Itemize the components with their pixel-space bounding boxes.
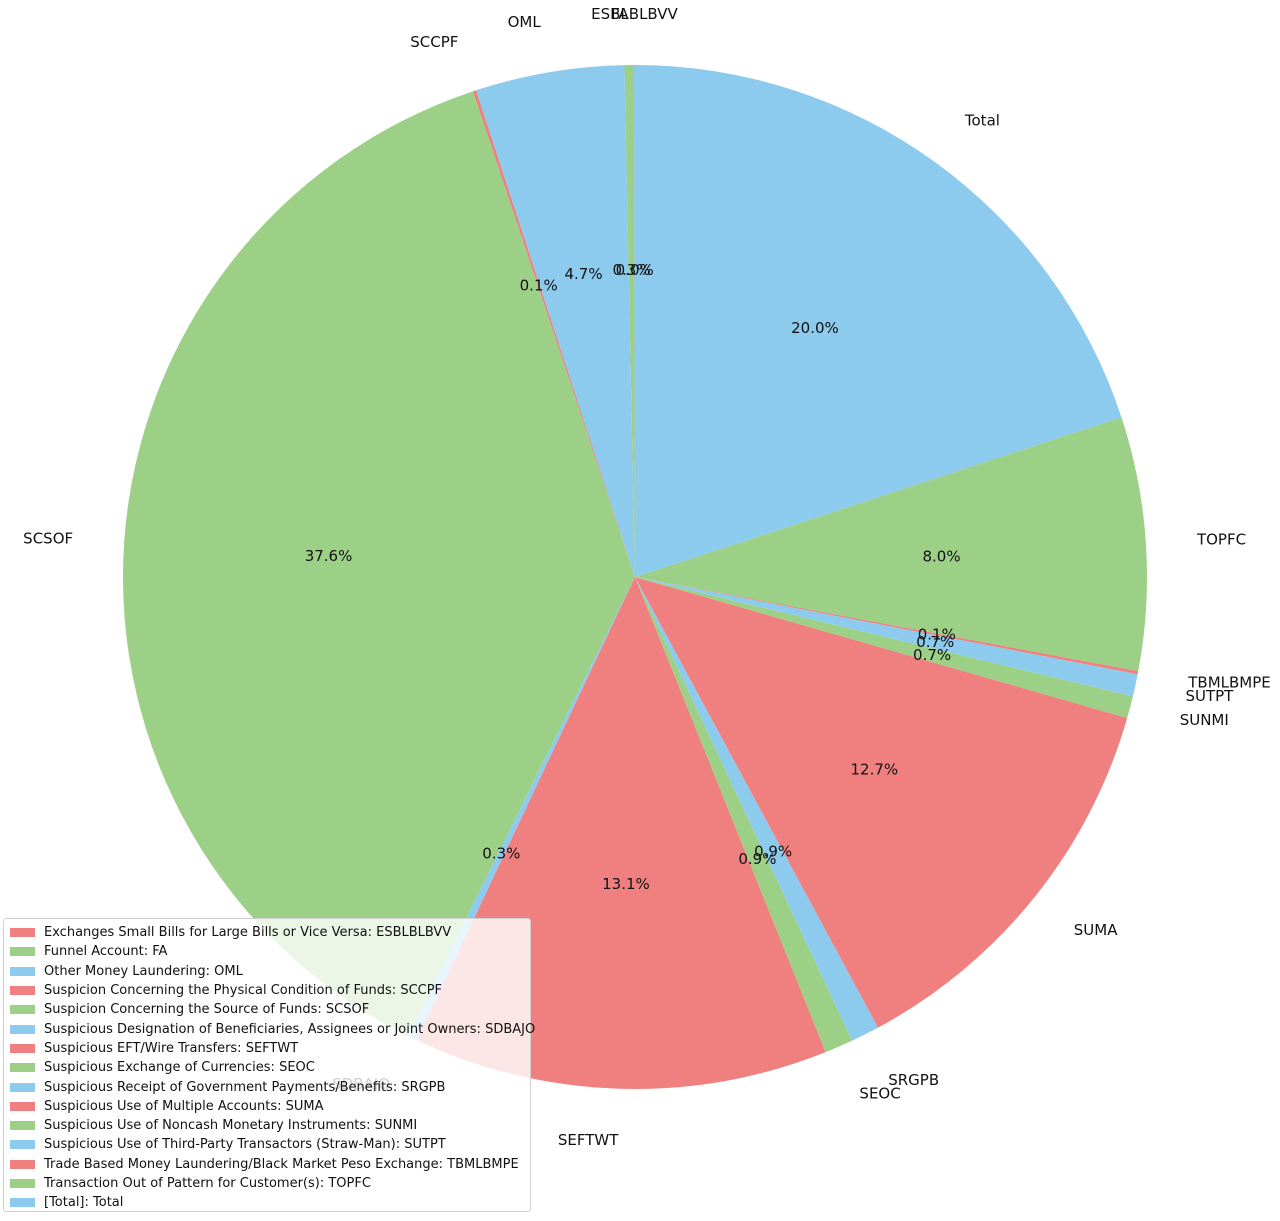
legend-label: Suspicious EFT/Wire Transfers: SEFTWT <box>44 1040 299 1056</box>
legend-swatch <box>10 986 35 996</box>
legend-swatch <box>10 1179 35 1188</box>
legend-label: Suspicious Use of Noncash Monetary Instr… <box>44 1118 418 1134</box>
slice-label: FA <box>611 5 629 23</box>
percent-label: 0.3% <box>482 845 520 863</box>
legend-swatch <box>10 1043 35 1053</box>
slice-label: SRGPB <box>888 1071 939 1089</box>
slice-label: SUMA <box>1074 921 1118 939</box>
legend-item: [Total]: Total <box>10 1193 530 1212</box>
legend-label: [Total]: Total <box>44 1195 124 1211</box>
percent-label: 8.0% <box>922 548 960 566</box>
slice-scsof <box>123 91 635 1036</box>
percent-labels: 0.0%0.3%4.7%0.1%37.6%0.3%13.1%0.9%0.9%12… <box>305 261 961 893</box>
legend-label: Funnel Account: FA <box>44 944 168 960</box>
legend-label: Exchanges Small Bills for Large Bills or… <box>44 925 452 941</box>
legend-swatch <box>10 1140 35 1150</box>
slice-label: SEOC <box>859 1085 900 1103</box>
percent-label: 0.3% <box>612 261 650 279</box>
legend-item: Suspicious Exchange of Currencies: SEOC <box>10 1058 530 1077</box>
legend-swatch <box>10 1198 35 1208</box>
legend-swatch <box>10 1024 35 1034</box>
slice-oml <box>476 65 635 577</box>
slice-topfc <box>635 417 1147 672</box>
legend-item: Funnel Account: FA <box>10 942 530 961</box>
percent-label: 0.0% <box>616 261 654 279</box>
slice-label: SCCPF <box>410 33 458 51</box>
slice-label: SCSOF <box>23 529 73 547</box>
legend-label: Suspicion Concerning the Physical Condit… <box>44 983 443 999</box>
slice-label: Total <box>964 112 1000 130</box>
slice-sutpt <box>635 577 1138 697</box>
slice-tbmlbmpe <box>635 577 1139 675</box>
legend-item: Exchanges Small Bills for Large Bills or… <box>10 923 530 942</box>
legend-swatch <box>10 947 35 957</box>
percent-label: 0.1% <box>918 625 956 643</box>
legend-label: Suspicious Use of Third-Party Transactor… <box>44 1137 446 1153</box>
legend-label: Suspicious Exchange of Currencies: SEOC <box>44 1060 315 1076</box>
slice-sunmi <box>635 577 1133 719</box>
legend-swatch <box>10 1063 35 1073</box>
slice-label: SUNMI <box>1180 711 1229 729</box>
legend-item: Suspicious Use of Third-Party Transactor… <box>10 1135 530 1154</box>
slice-srgpb <box>635 577 879 1041</box>
percent-label: 0.1% <box>520 276 558 294</box>
legend-swatch <box>10 966 35 976</box>
legend-label: Other Money Laundering: OML <box>44 963 243 979</box>
percent-label: 0.7% <box>916 633 954 651</box>
legend-item: Suspicious Use of Multiple Accounts: SUM… <box>10 1097 530 1116</box>
percent-label: 37.6% <box>305 547 353 565</box>
slice-label: SUTPT <box>1185 687 1234 705</box>
percent-label: 0.9% <box>754 842 792 860</box>
legend-swatch <box>10 1005 35 1015</box>
slice-seoc <box>635 577 853 1053</box>
slice-label: TOPFC <box>1196 531 1246 549</box>
legend-item: Suspicious EFT/Wire Transfers: SEFTWT <box>10 1039 530 1058</box>
legend-swatch <box>10 1121 35 1131</box>
legend-label: Suspicious Receipt of Government Payment… <box>44 1079 446 1095</box>
slice-label: OML <box>508 13 542 31</box>
percent-label: 0.7% <box>913 646 951 664</box>
legend-item: Transaction Out of Pattern for Customer(… <box>10 1174 530 1193</box>
slice-label: SEFTWT <box>558 1131 619 1149</box>
pie-slices <box>123 65 1147 1089</box>
legend-item: Trade Based Money Laundering/Black Marke… <box>10 1155 530 1174</box>
legend-label: Trade Based Money Laundering/Black Marke… <box>44 1156 519 1172</box>
slice-sccpf <box>472 90 635 578</box>
slice-total <box>634 65 1122 577</box>
legend-swatch <box>10 1082 35 1092</box>
percent-label: 20.0% <box>791 319 839 337</box>
slice-fa <box>624 65 635 577</box>
percent-label: 0.9% <box>738 850 776 868</box>
slice-label: ESBLBLBVV <box>591 5 678 23</box>
slice-suma <box>635 577 1128 1028</box>
legend-item: Suspicion Concerning the Source of Funds… <box>10 1000 530 1019</box>
legend-item: Suspicious Receipt of Government Payment… <box>10 1077 530 1096</box>
legend-label: Transaction Out of Pattern for Customer(… <box>44 1176 371 1191</box>
legend-swatch <box>10 1159 35 1169</box>
legend-item: Suspicious Use of Noncash Monetary Instr… <box>10 1116 530 1135</box>
legend-label: Suspicious Use of Multiple Accounts: SUM… <box>44 1098 324 1114</box>
legend-swatch <box>10 928 35 938</box>
slice-label: TBMLBMPE <box>1187 673 1271 691</box>
legend-label: Suspicion Concerning the Source of Funds… <box>44 1002 370 1018</box>
legend-label: Suspicious Designation of Beneficiaries,… <box>44 1021 536 1037</box>
legend: Exchanges Small Bills for Large Bills or… <box>3 918 535 1212</box>
percent-label: 12.7% <box>851 761 899 779</box>
slice-labels: ESBLBLBVVFAOMLSCCPFSCSOFSDBAJOSEFTWTSEOC… <box>23 5 1271 1149</box>
percent-label: 4.7% <box>565 265 603 283</box>
legend-item: Suspicion Concerning the Physical Condit… <box>10 981 530 1000</box>
percent-label: 13.1% <box>602 875 650 893</box>
legend-swatch <box>10 1101 35 1111</box>
legend-item: Suspicious Designation of Beneficiaries,… <box>10 1019 535 1038</box>
legend-item: Other Money Laundering: OML <box>10 962 530 981</box>
